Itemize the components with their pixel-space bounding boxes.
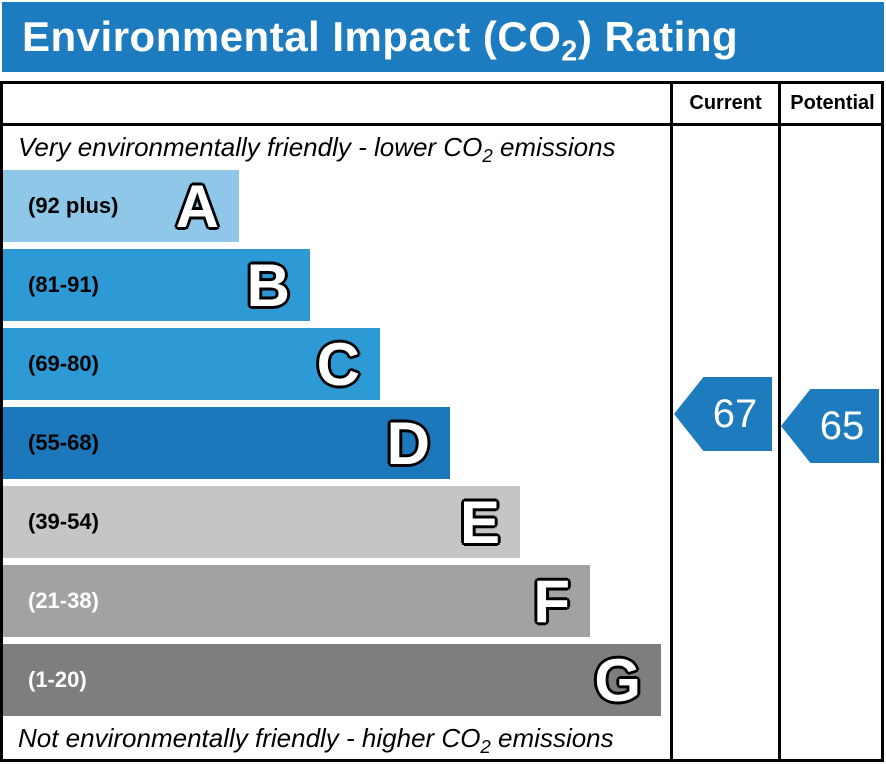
band-row-g: (1-20) G — [3, 644, 661, 716]
top-note: Very environmentally friendly - lower CO… — [18, 131, 616, 166]
column-header-current: Current — [689, 92, 762, 114]
band-row-c: (69-80) C — [3, 328, 380, 400]
band-range-label: (21-38) — [28, 588, 99, 613]
band-row-d: (55-68) D — [3, 407, 450, 479]
potential-rating-value: 65 — [819, 403, 865, 448]
band-letter: D — [386, 409, 430, 477]
band-range-label: (69-80) — [28, 351, 99, 376]
header-row-divider — [0, 123, 884, 126]
band-row-a: (92 plus) A — [3, 170, 239, 242]
page-title: Environmental Impact (CO2) Rating — [22, 13, 739, 68]
band-row-e: (39-54) E — [3, 486, 520, 558]
band-letter: C — [316, 330, 360, 398]
band-letter: B — [246, 251, 290, 319]
band-letter: F — [533, 567, 570, 635]
band-range-label: (81-91) — [28, 272, 99, 297]
band-range-label: (39-54) — [28, 509, 99, 534]
title-bar: Environmental Impact (CO2) Rating — [2, 2, 884, 72]
column-header-potential: Potential — [790, 92, 875, 114]
band-letter: A — [175, 172, 219, 240]
band-range-label: (55-68) — [28, 430, 99, 455]
band-range-label: (92 plus) — [28, 193, 119, 218]
band-row-f: (21-38) F — [3, 565, 590, 637]
current-rating-value: 67 — [712, 391, 758, 436]
column-divider-potential — [778, 81, 781, 762]
band-letter: E — [459, 488, 500, 556]
potential-rating-arrow: 65 — [781, 389, 879, 463]
band-letter: G — [594, 646, 641, 714]
band-range-label: (1-20) — [28, 667, 87, 692]
band-row-b: (81-91) B — [3, 249, 310, 321]
column-divider-current — [670, 81, 673, 762]
bottom-note: Not environmentally friendly - higher CO… — [18, 722, 614, 757]
